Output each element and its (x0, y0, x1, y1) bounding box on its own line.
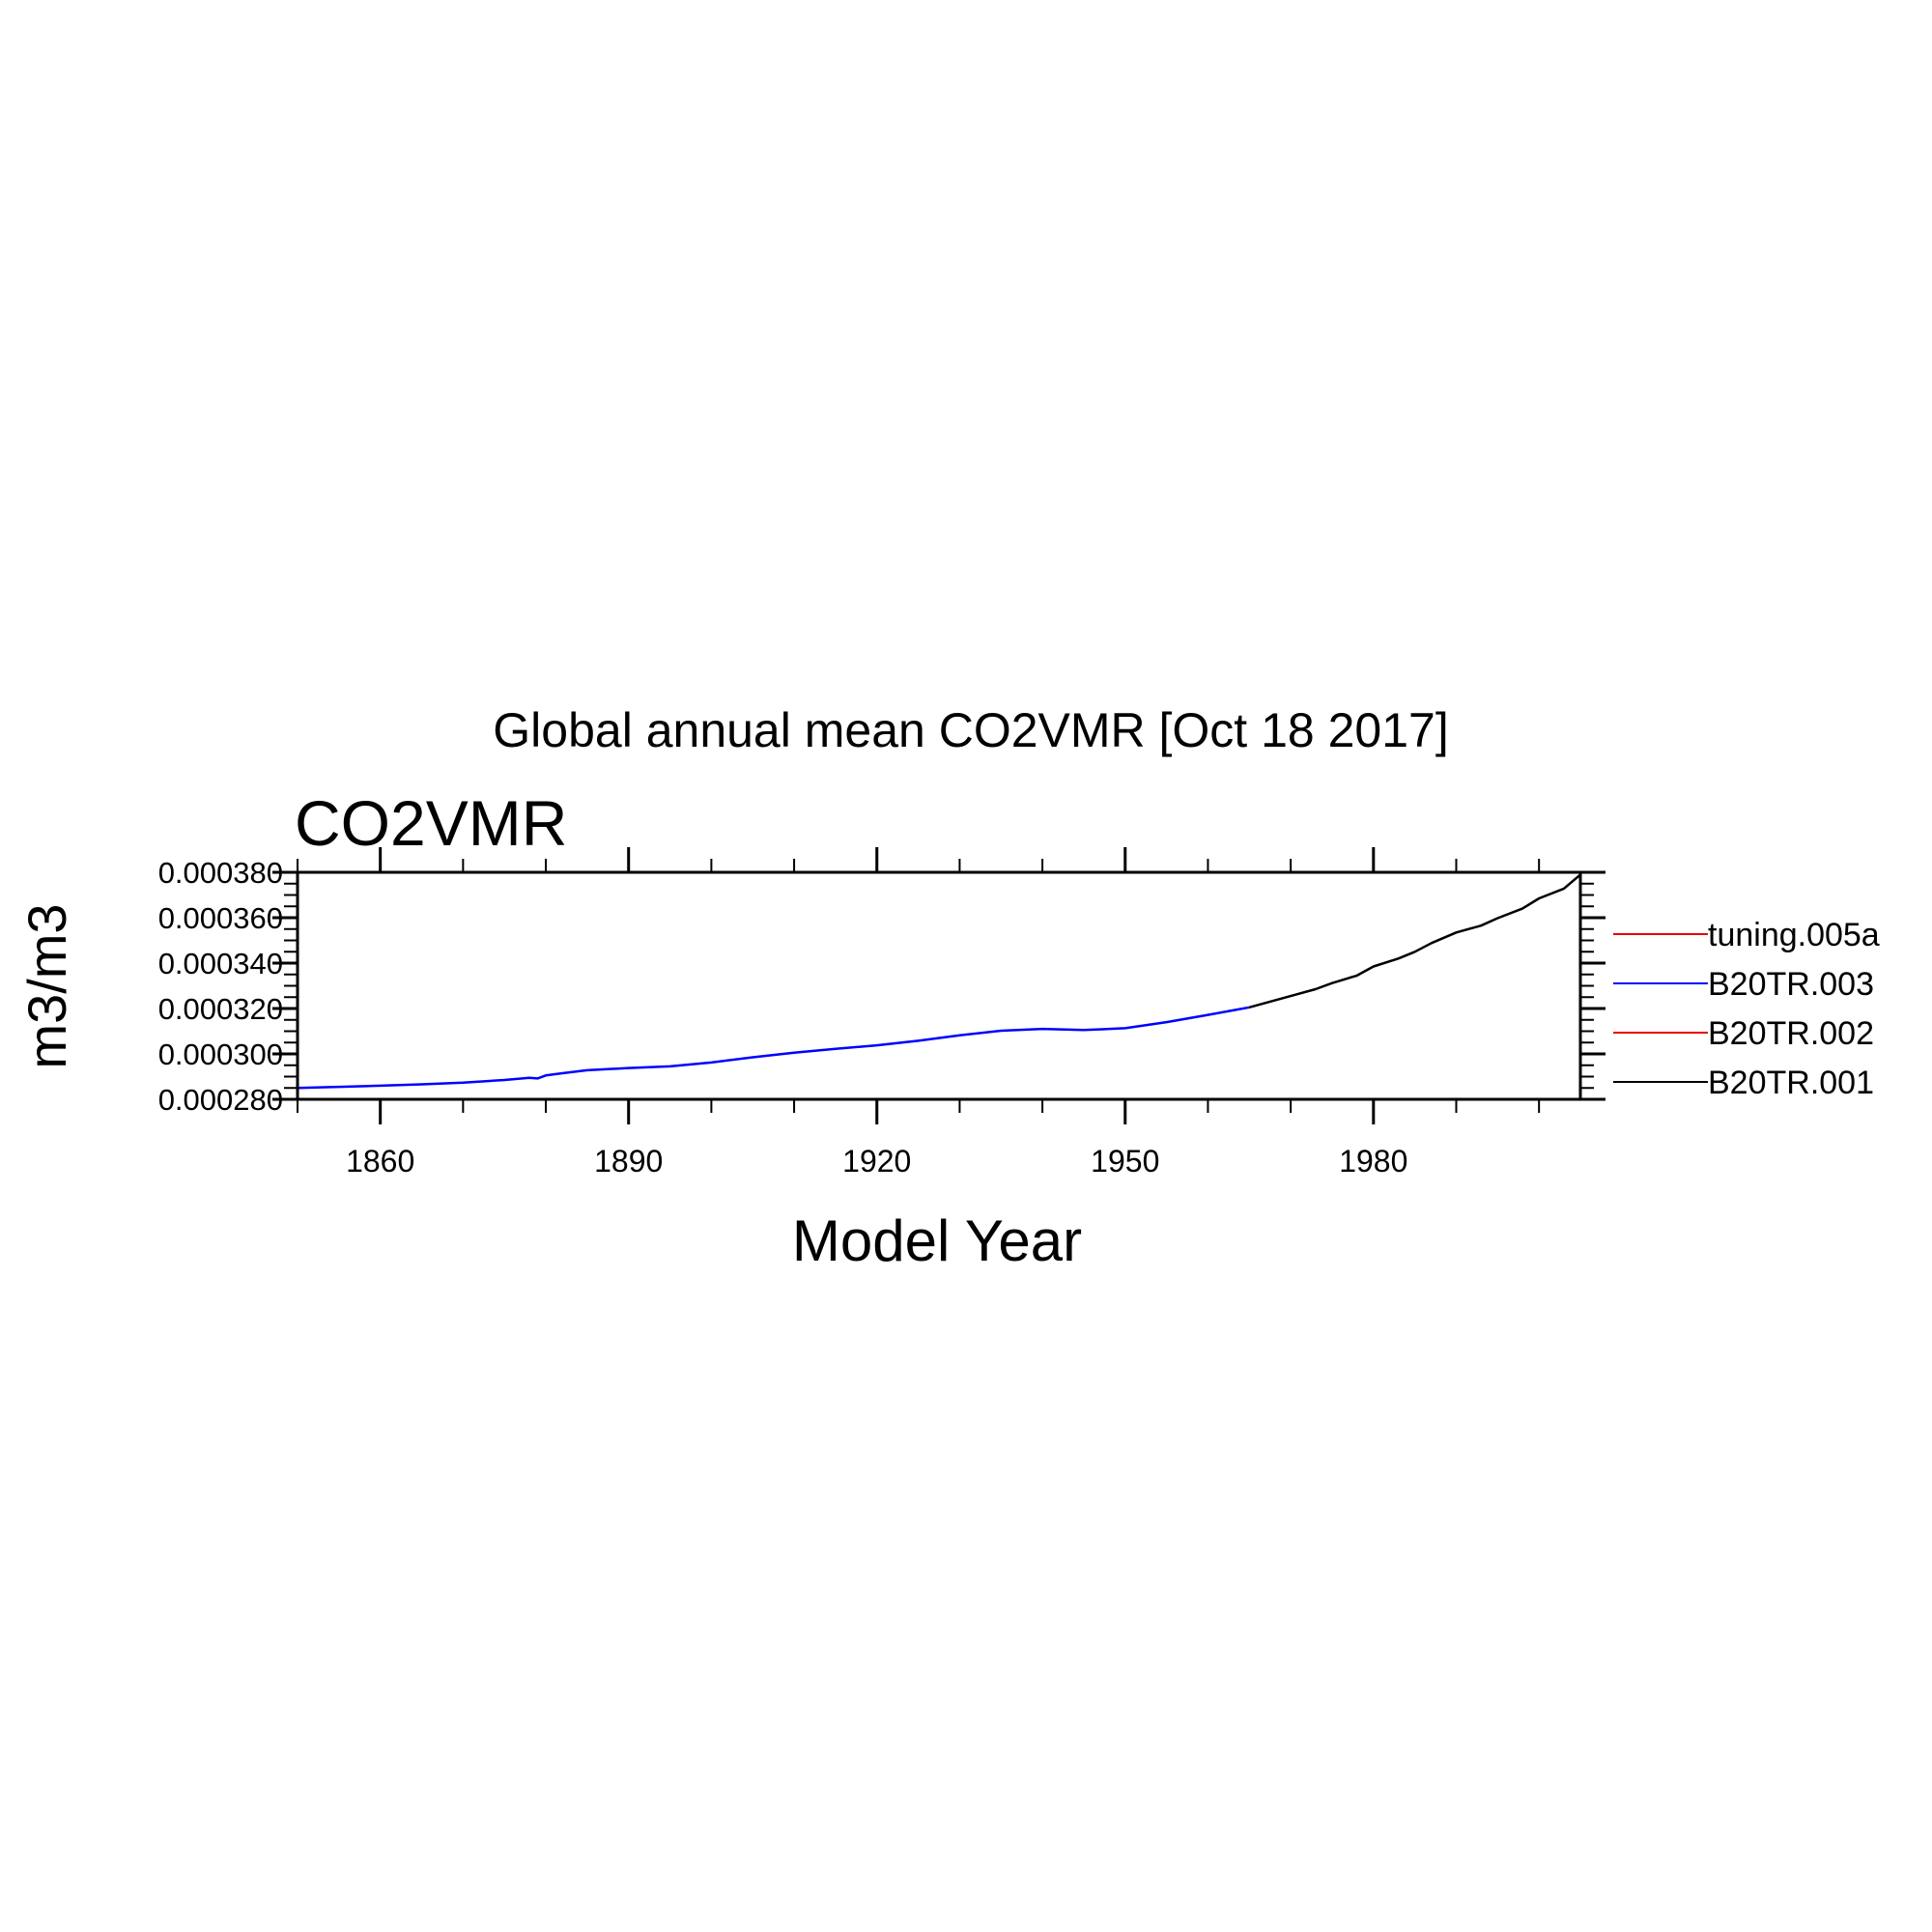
legend-label: B20TR.003 (1708, 966, 1874, 1003)
x-tick-label: 1950 (1091, 1144, 1159, 1179)
plot-frame (296, 870, 1582, 1101)
axis-ticks (272, 847, 1605, 1124)
legend-label: B20TR.001 (1708, 1065, 1874, 1101)
tick-labels: 1860 1890 1920 1950 1980 0.000280 0.000300 0.00… (158, 856, 1408, 1179)
y-tick-label: 0.000300 (158, 1037, 283, 1071)
y-tick-label: 0.000380 (158, 856, 283, 890)
series-lines (297, 873, 1581, 1090)
chart-subtitle: CO2VMR (295, 787, 567, 859)
y-axis-label: m3/m3 (16, 903, 77, 1068)
chart-title: Global annual mean CO2VMR [Oct 18 2017] (493, 703, 1448, 757)
y-tick-label: 0.000280 (158, 1083, 283, 1117)
x-tick-label: 1860 (346, 1144, 414, 1179)
x-tick-label: 1980 (1339, 1144, 1407, 1179)
y-tick-label: 0.000360 (158, 901, 283, 935)
legend-label: tuning.005a (1708, 917, 1880, 953)
legend-label: B20TR.002 (1708, 1015, 1874, 1052)
series-line (1248, 873, 1581, 1009)
series-line (297, 1006, 1250, 1090)
x-tick-label: 1920 (842, 1144, 911, 1179)
legend: tuning.005a B20TR.003 B20TR.002 B20TR.001 (1613, 917, 1880, 1101)
x-tick-label: 1890 (594, 1144, 663, 1179)
y-tick-label: 0.000340 (158, 947, 283, 980)
y-tick-label: 0.000320 (158, 992, 283, 1026)
x-axis-label: Model Year (792, 1208, 1082, 1273)
